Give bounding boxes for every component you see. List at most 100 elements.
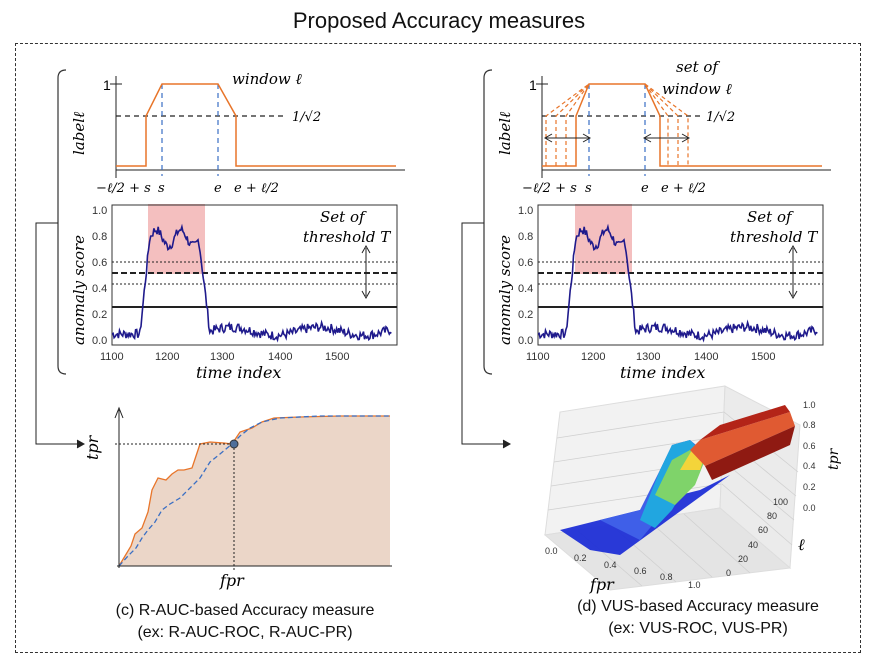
right-xtick-1: 1100 xyxy=(526,351,550,363)
right-sqrt-label: 1/√2 xyxy=(706,110,735,125)
right-ytick-5: 0.2 xyxy=(518,309,533,321)
right-anomaly-region xyxy=(575,204,632,274)
left-ytick-3: 0.6 xyxy=(92,257,107,269)
surf-l-tick-6: 100 xyxy=(773,497,788,507)
left-xtick-3: 1300 xyxy=(210,351,234,363)
surface-dark-red-region xyxy=(705,426,795,480)
left-anomaly-region xyxy=(148,204,205,274)
right-xtick-4: 1400 xyxy=(694,351,718,363)
right-window-set xyxy=(545,83,689,166)
left-window-label-curve xyxy=(116,83,396,167)
surf-fpr-label: fpr xyxy=(589,575,615,594)
right-threshold-label-1: Set of xyxy=(747,208,794,226)
left-xtick-5: 1500 xyxy=(325,351,349,363)
right-threshold-label-2: threshold T xyxy=(730,228,818,246)
surf-fpr-tick-2: 0.2 xyxy=(574,553,587,563)
surface-red-region xyxy=(700,405,790,440)
right-top-xtick-1: −ℓ/2 + s xyxy=(522,181,577,196)
right-label-ylabel: labelℓ xyxy=(496,112,514,155)
left-xtick-2: 1200 xyxy=(155,351,179,363)
surf-tpr-tick-1: 0.0 xyxy=(803,503,816,513)
left-tick-one: 1 xyxy=(103,77,111,93)
surf-fpr-tick-6: 1.0 xyxy=(688,580,701,590)
surf-l-tick-2: 20 xyxy=(738,554,748,564)
left-ytick-5: 0.2 xyxy=(92,309,107,321)
right-vus-surface-plot: 0.0 0.2 0.4 0.6 0.8 1.0 0 20 40 60 80 10… xyxy=(543,385,842,594)
right-top-xtick-3: e xyxy=(641,181,649,196)
left-roc-plot: tpr fpr xyxy=(83,406,392,590)
surf-tpr-tick-4: 0.6 xyxy=(803,441,816,451)
left-sqrt-label: 1/√2 xyxy=(292,110,321,125)
surf-tpr-tick-3: 0.4 xyxy=(803,461,816,471)
right-caption-line1: (d) VUS-based Accuracy measure xyxy=(577,598,819,615)
left-top-xtick-1: −ℓ/2 + s xyxy=(96,181,151,196)
left-panel: 1 1/√2 window ℓ −ℓ/2 + s s e e + ℓ/2 lab… xyxy=(35,69,405,590)
left-threshold-label-1: Set of xyxy=(320,208,367,226)
left-time-index-label: time index xyxy=(196,363,281,382)
right-score-series xyxy=(538,223,818,343)
left-window-label: window ℓ xyxy=(232,70,302,88)
left-roc-curve-point xyxy=(118,415,390,567)
surf-tpr-tick-2: 0.2 xyxy=(803,482,816,492)
left-roc-curve-range xyxy=(118,415,390,567)
right-xtick-5: 1500 xyxy=(751,351,775,363)
left-ytick-4: 0.4 xyxy=(92,283,107,295)
right-bracket xyxy=(483,69,493,375)
surf-tpr-label: tpr xyxy=(826,447,842,470)
left-roc-point xyxy=(229,439,239,449)
left-ytick-1: 1.0 xyxy=(92,205,107,217)
left-caption-line2: (ex: R-AUC-ROC, R-AUC-PR) xyxy=(137,624,353,641)
right-top-xtick-2: s xyxy=(585,181,592,196)
right-ytick-2: 0.8 xyxy=(518,231,533,243)
left-ytick-6: 0.0 xyxy=(92,335,107,347)
right-score-ylabel: anomaly score xyxy=(496,235,514,345)
right-ytick-4: 0.4 xyxy=(518,283,533,295)
right-ytick-1: 1.0 xyxy=(518,205,533,217)
right-label-plot: 1 1/√2 set of window ℓ −ℓ/2 + s s e xyxy=(496,58,831,196)
surf-fpr-tick-3: 0.4 xyxy=(604,560,617,570)
right-top-xtick-4: e + ℓ/2 xyxy=(661,181,706,196)
surface-orange-region xyxy=(690,412,795,466)
left-score-plot: Set of threshold T 1.0 0.8 0.6 0.4 0.2 0… xyxy=(70,204,398,382)
left-xtick-4: 1400 xyxy=(268,351,292,363)
surf-fpr-tick-4: 0.6 xyxy=(634,566,647,576)
right-ytick-6: 0.0 xyxy=(518,335,533,347)
surf-l-tick-5: 80 xyxy=(767,511,777,521)
right-caption-line2: (ex: VUS-ROC, VUS-PR) xyxy=(608,620,788,637)
surf-l-tick-1: 0 xyxy=(726,568,731,578)
right-tick-one: 1 xyxy=(529,77,537,93)
left-ytick-2: 0.8 xyxy=(92,231,107,243)
right-panel: 1 1/√2 set of window ℓ −ℓ/2 + s s e xyxy=(461,58,842,594)
right-caption: (d) VUS-based Accuracy measure (ex: VUS-… xyxy=(548,596,848,640)
left-roc-ylabel: tpr xyxy=(83,434,102,460)
left-caption-line1: (c) R-AUC-based Accuracy measure xyxy=(115,602,375,619)
left-connector xyxy=(35,222,83,445)
right-xtick-3: 1300 xyxy=(636,351,660,363)
right-xtick-2: 1200 xyxy=(581,351,605,363)
right-time-index-label: time index xyxy=(620,363,705,382)
left-score-frame xyxy=(111,204,398,346)
surf-l-tick-3: 40 xyxy=(748,540,758,550)
left-label-ylabel: labelℓ xyxy=(70,112,88,155)
surf-l-label: ℓ xyxy=(798,535,805,554)
left-top-xtick-3: e xyxy=(214,181,222,196)
left-score-series xyxy=(112,223,392,343)
surf-tpr-tick-6: 1.0 xyxy=(803,400,816,410)
surf-fpr-tick-5: 0.8 xyxy=(660,572,673,582)
left-top-xtick-2: s xyxy=(158,181,165,196)
left-label-plot: 1 1/√2 window ℓ −ℓ/2 + s s e e + ℓ/2 lab… xyxy=(70,70,405,196)
dashed-frame xyxy=(15,43,861,653)
surf-l-tick-4: 60 xyxy=(758,525,768,535)
left-score-ylabel: anomaly score xyxy=(70,235,88,345)
left-bracket xyxy=(57,69,67,375)
right-ytick-3: 0.6 xyxy=(518,257,533,269)
left-caption: (c) R-AUC-based Accuracy measure (ex: R-… xyxy=(95,600,395,644)
left-roc-xlabel: fpr xyxy=(219,571,245,590)
left-xtick-1: 1100 xyxy=(100,351,124,363)
left-roc-area xyxy=(119,416,390,566)
surf-tpr-tick-5: 0.8 xyxy=(803,420,816,430)
left-threshold-label-2: threshold T xyxy=(303,228,391,246)
right-score-plot: Set of threshold T 1.0 0.8 0.6 0.4 0.2 0… xyxy=(496,204,824,382)
figure-title: Proposed Accuracy measures xyxy=(292,8,586,33)
